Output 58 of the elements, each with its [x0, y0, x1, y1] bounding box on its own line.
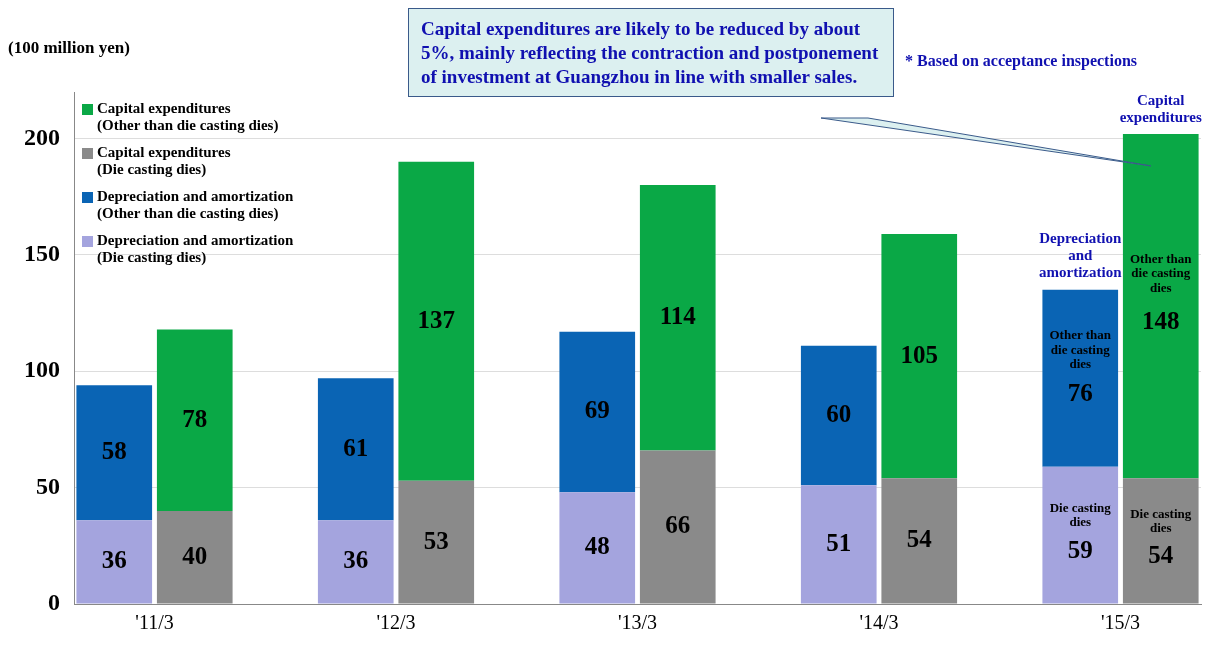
data-label: 61: [343, 433, 369, 461]
data-label: 40: [182, 541, 208, 569]
data-label: 76: [1067, 378, 1093, 406]
annotation: Die casting dies: [1048, 500, 1112, 530]
y-tick-label: 0: [48, 589, 60, 616]
x-tick-label: '13/3: [617, 611, 658, 634]
annotation: Die casting dies: [1129, 505, 1193, 536]
bar: [639, 185, 716, 451]
bar: [156, 329, 233, 511]
x-tick-label: '12/3: [376, 611, 416, 634]
data-label: 137: [417, 305, 455, 333]
data-label: 36: [343, 546, 369, 574]
bar: [76, 520, 153, 604]
data-label: 36: [101, 546, 127, 574]
data-label: 114: [659, 302, 697, 330]
bar: [800, 345, 877, 486]
annotation: Other than die casting dies: [1048, 327, 1112, 372]
bar: [1042, 289, 1119, 467]
y-tick-label: 200: [24, 123, 60, 150]
bar: [317, 520, 394, 604]
x-tick-label: '11/3: [135, 611, 174, 634]
text: Capital expenditures are likely to be reduced by about 5%, mainly reflecting the contraction and postponement of investment at Guangzhou in line with smaller sales.: [408, 8, 894, 98]
data-label: 59: [1067, 535, 1093, 563]
annotation: Depreciation and amortization: [1039, 229, 1122, 281]
data-label: 148: [1142, 306, 1180, 334]
data-label: 54: [906, 525, 933, 553]
bar: [398, 161, 475, 481]
data-label: 54: [1148, 541, 1174, 569]
bar: [1042, 466, 1119, 604]
annotation: Capital expenditures: [1118, 91, 1203, 127]
legend-label: Capital expenditures (Other than die casting dies): [97, 100, 279, 134]
bar: [559, 331, 636, 493]
x-tick-label: '14/3: [859, 611, 899, 634]
data-label: 48: [584, 532, 610, 560]
y-axis-title: (100 million yen): [8, 38, 130, 58]
bar: [800, 485, 877, 604]
data-label: 53: [423, 526, 449, 554]
legend-label: Depreciation and amortization (Die casting dies): [97, 232, 294, 266]
data-label: 78: [182, 404, 208, 432]
data-label: 105: [900, 340, 938, 368]
data-label: 66: [665, 511, 691, 539]
annotation: Other than die casting dies: [1129, 251, 1193, 295]
x-tick-label: '15/3: [1100, 611, 1141, 634]
bar: [559, 492, 636, 604]
bar: [1122, 133, 1199, 479]
text: * Based on acceptance inspections: [905, 52, 1137, 70]
data-label: 69: [584, 396, 610, 424]
legend-label: Depreciation and amortization (Other than die casting dies): [97, 188, 294, 222]
y-tick-label: 100: [24, 356, 60, 383]
bar: [881, 233, 958, 479]
data-label: 60: [826, 399, 852, 427]
bar: [76, 385, 153, 521]
y-tick-label: 150: [24, 240, 60, 267]
legend-label: Capital expenditures (Die casting dies): [97, 144, 231, 178]
data-label: 51: [826, 528, 852, 556]
y-tick-label: 50: [36, 472, 60, 499]
bar: [317, 378, 394, 521]
data-label: 58: [101, 437, 127, 465]
